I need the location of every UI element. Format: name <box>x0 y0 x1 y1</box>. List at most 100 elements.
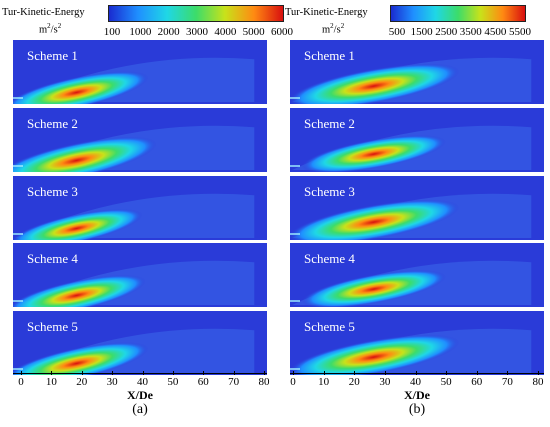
contour-panel: Scheme 5 <box>13 311 267 375</box>
contour-panel: Scheme 3 <box>13 176 267 240</box>
contour-panel: Scheme 4 <box>13 243 267 307</box>
colorbar-tick-label: 3000 <box>186 26 208 38</box>
axis-tick <box>507 371 509 375</box>
contour-panel: Scheme 2 <box>13 108 267 172</box>
tke-contour <box>13 125 255 172</box>
tke-plume <box>13 71 149 104</box>
axis-tick-label: 40 <box>410 376 421 388</box>
axis-tick <box>112 371 114 375</box>
subfigure-a-label: (a) <box>132 402 148 417</box>
scheme-label: Scheme 4 <box>27 251 78 266</box>
scheme-label: Scheme 5 <box>304 319 355 334</box>
axis-tick <box>354 371 356 375</box>
axis-tick-label: 20 <box>76 376 88 388</box>
contour-panel: Scheme 5 <box>290 311 544 375</box>
scheme-label: Scheme 3 <box>304 184 355 199</box>
axis-tick <box>323 371 325 375</box>
axis-tick-label: 40 <box>137 376 148 388</box>
axis-tick-label: 30 <box>379 376 391 388</box>
colorbar-a-ticks: 100 1000 2000 3000 4000 5000 6000 <box>90 26 293 40</box>
axis-tick <box>446 371 448 375</box>
tke-contour <box>290 193 532 240</box>
axis-tick <box>233 371 235 375</box>
colorbar-tick-label: 500 <box>388 26 406 38</box>
scheme-label: Scheme 2 <box>304 116 355 131</box>
axis-tick <box>142 371 144 375</box>
x-axis-a <box>13 373 267 374</box>
tke-contour <box>290 125 532 172</box>
tke-contour <box>290 328 532 375</box>
colorbar-b-unit: m2/s2 <box>322 22 345 36</box>
contour-panel: Scheme 2 <box>290 108 544 172</box>
axis-tick <box>415 371 417 375</box>
tke-contour <box>13 260 255 307</box>
axis-tick <box>81 371 83 375</box>
colorbar-tick-label: 5500 <box>509 26 531 38</box>
subfigure-b-label: (b) <box>408 402 426 417</box>
colorbar-tick-label: 2000 <box>157 26 180 38</box>
x-axis-a-label: X/De <box>127 388 153 402</box>
tke-plume <box>13 274 146 307</box>
colorbar-a-unit: m2/s2 <box>39 22 62 36</box>
tke-contour <box>290 260 532 307</box>
scheme-label: Scheme 4 <box>304 251 355 266</box>
colorbar-tick-label: 6000 <box>271 26 293 38</box>
tke-plume <box>290 334 460 375</box>
axis-tick-label: 20 <box>348 376 360 388</box>
axis-tick-label: 60 <box>471 376 483 388</box>
contour-panel: Scheme 4 <box>290 243 544 307</box>
axis-tick <box>293 371 294 375</box>
colorbar-tick-label: 3500 <box>459 26 482 38</box>
tke-plume <box>13 208 143 240</box>
x-axis-b <box>290 373 544 374</box>
colorbar-tick-label: 5000 <box>242 26 265 38</box>
axis-tick-label: 0 <box>290 376 296 388</box>
colorbar-a <box>108 5 284 22</box>
contour-panel: Scheme 1 <box>290 40 544 104</box>
contour-panel: Scheme 1 <box>13 40 267 104</box>
colorbar-tick-label: 4500 <box>484 26 507 38</box>
axis-tick <box>476 371 478 375</box>
scheme-label: Scheme 1 <box>304 48 355 63</box>
x-axis-b-label: X/De <box>404 388 430 402</box>
colorbar-tick-label: 100 <box>103 26 121 38</box>
axis-tick-label: 80 <box>258 376 270 388</box>
axis-tick-label: 10 <box>45 376 57 388</box>
axis-tick <box>51 371 53 375</box>
tke-plume <box>290 63 460 104</box>
contour-panel: Scheme 3 <box>290 176 544 240</box>
axis-tick <box>21 371 22 375</box>
colorbar-a-title: Tur-Kinetic-Energy <box>2 7 85 18</box>
colorbar-tick-label: 2500 <box>435 26 458 38</box>
tke-contour <box>13 328 255 375</box>
tke-plume <box>290 199 460 240</box>
colorbar-b-ticks: 500 1500 2500 3500 4500 5500 <box>378 26 548 40</box>
axis-tick-label: 70 <box>501 376 513 388</box>
tke-plume <box>13 342 149 375</box>
tke-contour <box>13 193 255 240</box>
axis-tick <box>264 371 265 375</box>
axis-tick-label: 60 <box>197 376 209 388</box>
scheme-label: Scheme 3 <box>27 184 78 199</box>
scheme-label: Scheme 5 <box>27 319 78 334</box>
axis-tick <box>172 371 174 375</box>
tke-plume <box>13 136 157 172</box>
axis-tick <box>384 371 386 375</box>
axis-tick-label: 50 <box>167 376 179 388</box>
colorbar-tick-label: 1500 <box>410 26 433 38</box>
axis-tick-label: 0 <box>18 376 24 388</box>
tke-plume <box>301 135 446 172</box>
axis-tick-label: 30 <box>106 376 118 388</box>
colorbar-b-title: Tur-Kinetic-Energy <box>285 7 368 18</box>
axis-tick-label: 80 <box>532 376 544 388</box>
axis-tick <box>203 371 205 375</box>
scheme-label: Scheme 1 <box>27 48 78 63</box>
axis-tick-label: 10 <box>318 376 330 388</box>
tke-plume <box>301 270 446 307</box>
axis-tick-label: 50 <box>440 376 452 388</box>
colorbar-tick-label: 4000 <box>214 26 237 38</box>
scheme-label: Scheme 2 <box>27 116 78 131</box>
axis-tick <box>538 371 539 375</box>
tke-contour <box>13 57 255 104</box>
tke-contour <box>290 57 532 104</box>
